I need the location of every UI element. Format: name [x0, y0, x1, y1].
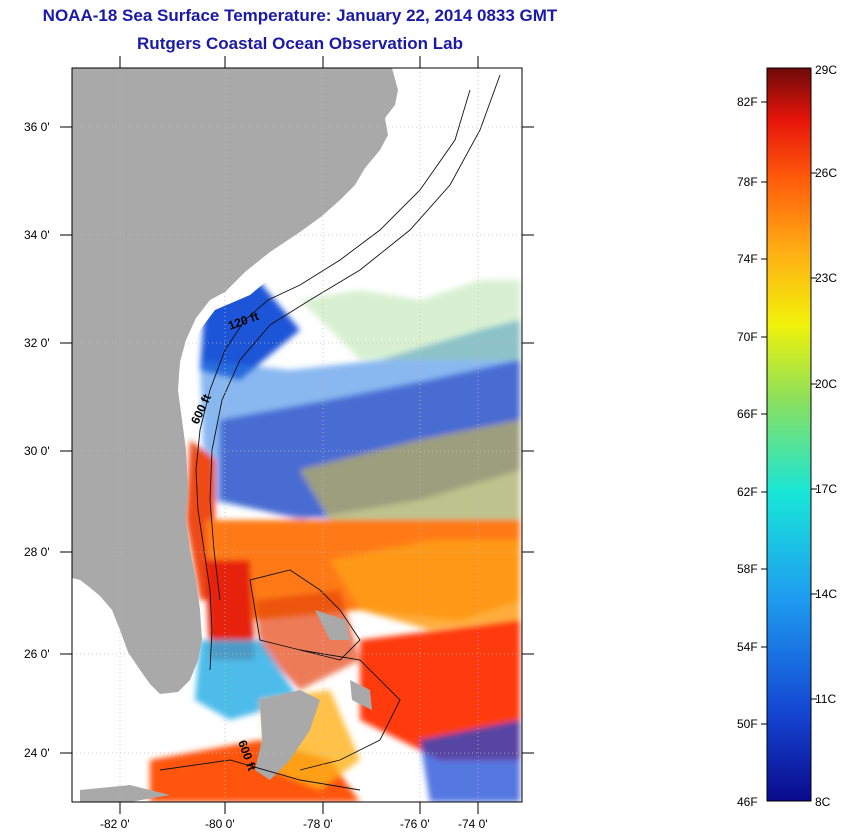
lon-label: -76 0' — [400, 817, 430, 831]
latitude-labels: 36 0' 34 0' 32 0' 30 0' 28 0' 26 0' 24 0… — [24, 120, 50, 760]
f-label: 62F — [737, 485, 758, 499]
lat-label: 36 0' — [24, 120, 50, 134]
colorbar-ticks — [761, 101, 817, 725]
longitude-labels: -82 0' -80 0' -78 0' -76 0' -74 0' — [100, 817, 488, 831]
map-subtitle: Rutgers Coastal Ocean Observation Lab — [137, 34, 463, 53]
f-label: 74F — [737, 252, 758, 266]
colorbar-fahrenheit-labels: 82F 78F 74F 70F 66F 62F 58F 54F 50F 46F — [737, 95, 758, 809]
lon-label: -78 0' — [303, 817, 333, 831]
axis-ticks — [60, 56, 534, 814]
colorbar: 82F 78F 74F 70F 66F 62F 58F 54F 50F 46F … — [737, 63, 837, 809]
f-label: 50F — [737, 717, 758, 731]
lon-label: -80 0' — [205, 817, 235, 831]
c-label: 17C — [815, 482, 837, 496]
f-label: 82F — [737, 95, 758, 109]
map-frame — [71, 67, 523, 803]
cuba-land — [255, 690, 320, 780]
lat-label: 24 0' — [24, 746, 50, 760]
c-label: 26C — [815, 166, 837, 180]
lat-label: 30 0' — [24, 444, 50, 458]
f-label: 46F — [737, 795, 758, 809]
f-label: 58F — [737, 562, 758, 576]
lat-label: 28 0' — [24, 545, 50, 559]
c-label: 20C — [815, 377, 837, 391]
colorbar-scale — [766, 67, 812, 802]
c-label: 23C — [815, 271, 837, 285]
f-label: 66F — [737, 407, 758, 421]
sst-data-layer — [150, 280, 520, 802]
lat-lon-grid — [72, 68, 522, 802]
colorbar-celsius-labels: 29C 26C 23C 20C 17C 14C 11C 8C — [815, 63, 837, 809]
c-label: 8C — [815, 795, 831, 809]
c-label: 11C — [815, 692, 836, 706]
land-mass — [72, 68, 398, 694]
c-label: 14C — [815, 587, 837, 601]
depth-contours — [159, 74, 501, 791]
map-title: NOAA-18 Sea Surface Temperature: January… — [42, 6, 558, 25]
f-label: 54F — [737, 640, 758, 654]
lat-label: 32 0' — [24, 336, 50, 350]
map-area: 120 ft 600 ft 600 ft — [72, 68, 522, 802]
f-label: 78F — [737, 175, 758, 189]
lon-label: -82 0' — [100, 817, 130, 831]
c-label: 29C — [815, 63, 837, 77]
f-label: 70F — [737, 330, 758, 344]
lon-label: -74 0' — [458, 817, 488, 831]
lat-label: 34 0' — [24, 228, 50, 242]
lat-label: 26 0' — [24, 647, 50, 661]
